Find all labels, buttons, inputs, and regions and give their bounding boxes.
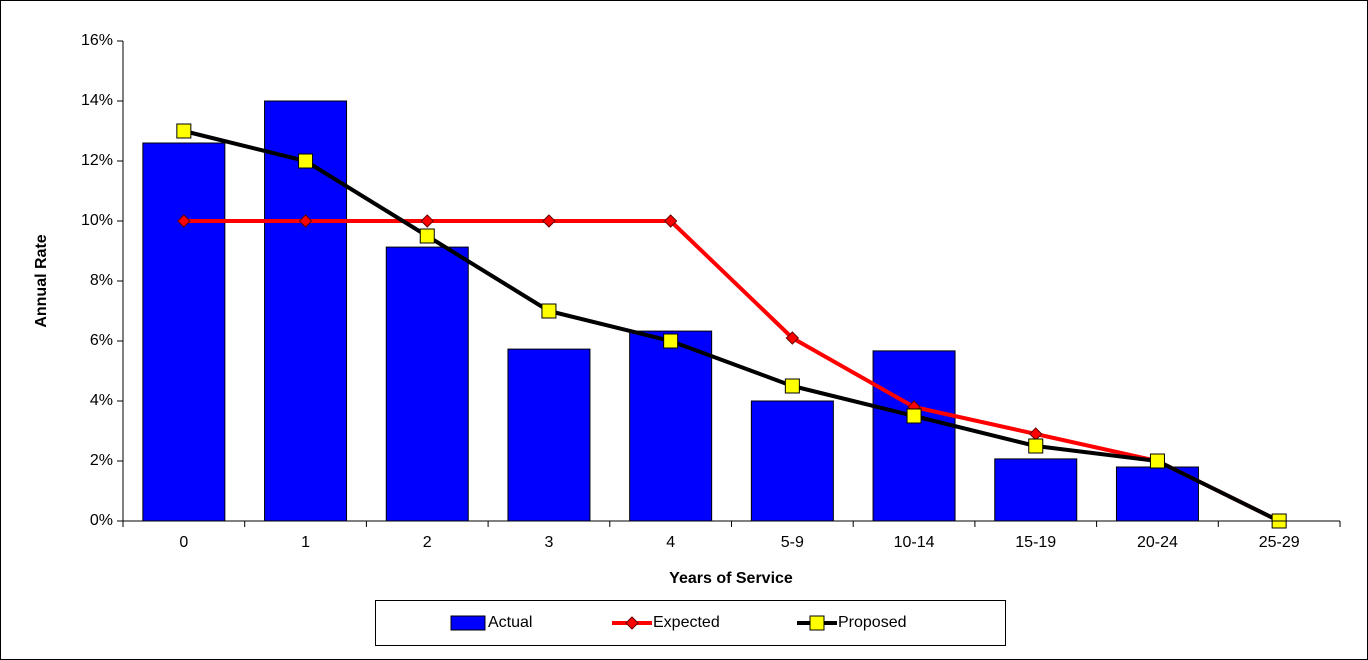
x-tick-label: 1 xyxy=(301,534,310,551)
marker xyxy=(663,333,679,349)
legend-marker xyxy=(625,616,639,630)
bar xyxy=(872,350,956,522)
x-axis-label: Years of Service xyxy=(669,570,793,587)
marker xyxy=(785,331,800,345)
x-tick-label: 0 xyxy=(179,534,188,551)
marker xyxy=(784,378,800,394)
bar xyxy=(750,400,834,522)
y-tick-label: 2% xyxy=(90,452,113,469)
marker xyxy=(663,214,678,228)
marker xyxy=(177,214,191,228)
line xyxy=(183,129,1281,523)
marker xyxy=(176,123,192,139)
marker xyxy=(1149,453,1165,469)
y-tick-label: 10% xyxy=(81,212,113,229)
y-tick-label: 6% xyxy=(90,332,113,349)
x-tick-label: 5-9 xyxy=(781,534,804,551)
x-tick-label: 20-24 xyxy=(1137,534,1178,551)
legend-label: Expected xyxy=(653,614,720,631)
y-tick-label: 0% xyxy=(90,512,113,529)
x-tick-label: 15-19 xyxy=(1015,534,1056,551)
x-tick-label: 3 xyxy=(544,534,553,551)
y-tick-label: 4% xyxy=(90,392,113,409)
y-tick-label: 16% xyxy=(81,32,113,49)
marker xyxy=(298,214,313,228)
y-tick-label: 14% xyxy=(81,92,113,109)
legend-label: Actual xyxy=(488,614,532,631)
marker xyxy=(541,303,557,319)
bar xyxy=(142,142,226,522)
x-tick-label: 10-14 xyxy=(894,534,935,551)
y-tick-label: 12% xyxy=(81,152,113,169)
marker xyxy=(1028,438,1044,454)
bar xyxy=(264,100,348,522)
marker xyxy=(906,408,922,424)
legend-label: Proposed xyxy=(838,614,907,631)
bar xyxy=(629,330,713,522)
bar xyxy=(385,246,469,522)
y-axis-label: Annual Rate xyxy=(33,234,50,327)
marker xyxy=(420,214,434,228)
y-tick-label: 8% xyxy=(90,272,113,289)
marker xyxy=(298,153,314,169)
legend-swatch xyxy=(450,615,486,631)
x-tick-label: 25-29 xyxy=(1259,534,1300,551)
legend-marker xyxy=(809,615,825,631)
bar xyxy=(507,348,591,522)
x-tick-label: 4 xyxy=(666,534,675,551)
marker xyxy=(419,228,435,244)
bar xyxy=(994,458,1078,522)
x-tick-label: 2 xyxy=(423,534,432,551)
marker xyxy=(542,214,556,228)
line xyxy=(183,219,1281,523)
